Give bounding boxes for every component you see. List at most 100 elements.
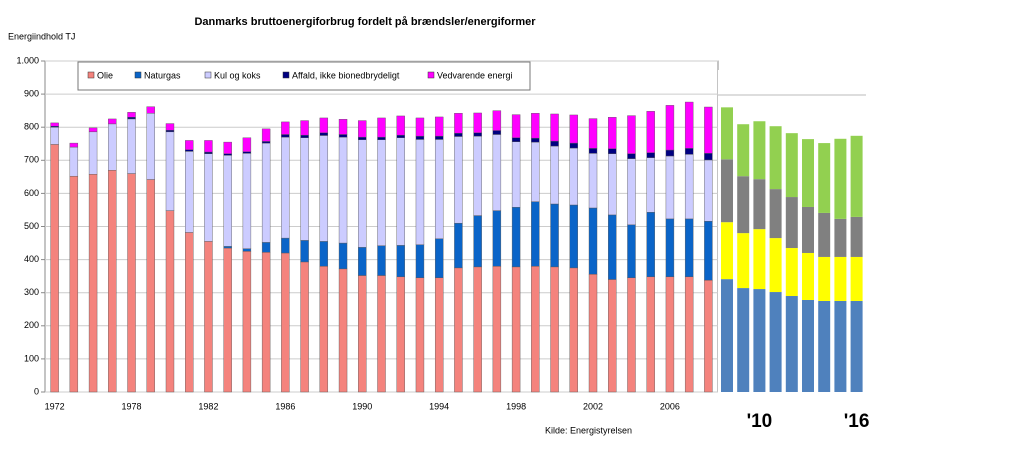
y-tick-label: 1.000 (16, 55, 39, 65)
bar-segment (127, 112, 136, 118)
bar-segment (511, 137, 521, 142)
bar-segment (88, 131, 98, 175)
bar-segment (550, 145, 559, 205)
bar-segment (646, 111, 655, 153)
bar-segment (434, 238, 444, 279)
bar-segment (665, 218, 675, 278)
bar-segment (242, 153, 252, 249)
bar-segment (588, 207, 598, 275)
bar-segment (127, 117, 136, 120)
bar-segment (300, 240, 309, 263)
y-tick-label: 200 (24, 320, 39, 330)
bar-segment (665, 105, 675, 151)
x-tick-label: '16 (844, 411, 870, 432)
bar-segment (550, 266, 559, 393)
bar-segment (434, 277, 444, 393)
y-tick-label: 500 (24, 221, 39, 231)
bar-segment (146, 179, 155, 393)
bar-segment (785, 296, 798, 392)
bar-segment (802, 252, 814, 300)
bar-segment (753, 229, 766, 290)
bar-segment (785, 133, 798, 198)
bar-segment (511, 207, 521, 268)
legend-box (77, 61, 531, 91)
bar-segment (531, 201, 540, 267)
bar-segment (338, 242, 348, 270)
x-tick-label: 1998 (506, 401, 526, 411)
bar-segment (769, 126, 782, 190)
y-tick-label: 800 (24, 122, 39, 132)
bar-segment (608, 117, 617, 149)
bar-segment (550, 203, 559, 268)
bar-segment (396, 137, 405, 246)
bar-segment (261, 252, 271, 393)
bar-segment (242, 248, 252, 252)
bar-segment (802, 139, 814, 207)
bar-segment (721, 222, 733, 280)
bar-segment (721, 279, 733, 392)
bar-segment (473, 132, 482, 137)
bar-segment (396, 276, 405, 393)
bar-segment (50, 126, 59, 145)
bar-segment (454, 113, 463, 134)
bar-segment (281, 121, 290, 135)
legend-swatch (282, 71, 290, 79)
bar-segment (127, 118, 136, 174)
bar-segment (834, 256, 847, 301)
source: Kilde: Energistyrelsen (545, 425, 632, 435)
bar-segment (185, 149, 194, 152)
bar-segment (588, 148, 598, 154)
bar-segment (108, 123, 117, 171)
bar-segment (319, 241, 329, 267)
bar-segment (454, 136, 463, 224)
bar-segment (627, 277, 636, 393)
bar-segment (850, 300, 863, 392)
bar-segment (185, 140, 194, 150)
y-axis-label: Energiindhold TJ (8, 31, 75, 41)
bar-segment (704, 159, 713, 222)
bar-segment (223, 155, 232, 247)
bar-segment (769, 189, 782, 239)
bar-segment (261, 141, 271, 144)
legend-swatch (204, 71, 212, 79)
bar-segment (588, 273, 598, 393)
bar-segment (377, 139, 386, 246)
bar-segment (684, 218, 694, 278)
bar-segment (737, 176, 750, 234)
bar-segment (454, 267, 463, 393)
bar-segment (818, 212, 831, 257)
bar-segment (223, 153, 232, 156)
bar-segment (377, 136, 386, 140)
bar-segment (319, 135, 329, 242)
bar-segment (550, 113, 559, 142)
bar-segment (108, 170, 117, 393)
x-tick-label: '10 (747, 411, 773, 432)
bar-segment (721, 107, 733, 160)
bar-segment (281, 237, 290, 254)
bar-segment (684, 101, 694, 149)
bar-segment (69, 175, 79, 393)
legend-swatch (87, 71, 95, 79)
bar-segment (300, 134, 309, 138)
bar-segment (88, 127, 98, 133)
bar-segment (50, 122, 59, 127)
bar-segment (511, 114, 521, 138)
y-tick-label: 0 (34, 386, 39, 396)
bar-segment (684, 276, 694, 393)
y-tick-label: 600 (24, 188, 39, 198)
bar-segment (646, 276, 655, 393)
bar-segment (802, 299, 814, 392)
legend-label: Olie (97, 70, 113, 80)
bar-segment (850, 216, 863, 257)
bar-segment (338, 136, 348, 244)
bar-segment (242, 151, 252, 154)
bar-segment (338, 134, 348, 138)
bar-segment (704, 221, 713, 281)
bar-segment (834, 138, 847, 219)
bar-segment (434, 116, 444, 137)
bar-segment (492, 134, 502, 211)
bar-segment (608, 279, 617, 393)
bar-segment (834, 218, 847, 257)
bar-segment (473, 266, 482, 393)
